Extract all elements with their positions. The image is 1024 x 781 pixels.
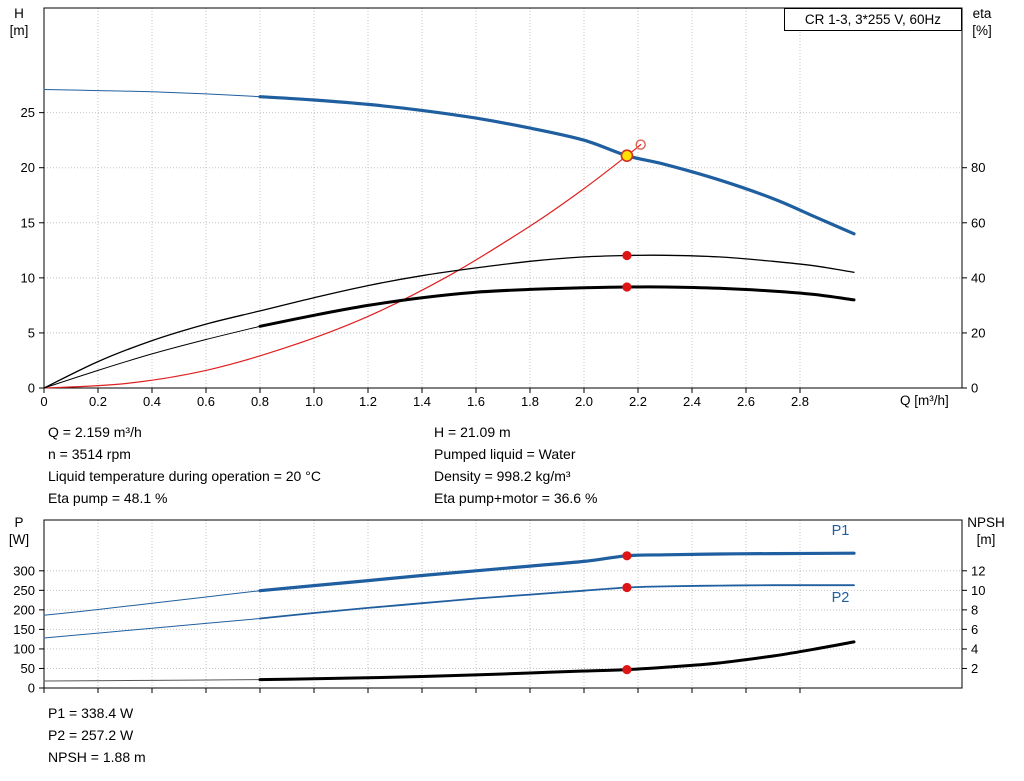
info-density: Density = 998.2 kg/m³ — [434, 468, 571, 484]
system-curve — [43, 144, 642, 389]
info-top-left-column: Q = 2.159 m³/h n = 3514 rpm Liquid tempe… — [48, 421, 321, 509]
y2-tick-label: 8 — [971, 602, 978, 617]
x-tick-label: 1.8 — [521, 394, 539, 409]
npsh-axis-letter: NPSH — [967, 515, 1005, 530]
hq-chart-svg[interactable]: 0 0.2 0.4 0.6 0.8 1.0 1.2 1.4 1.6 1.8 2.0 2.2 2.4 2.6… — [0, 0, 1024, 412]
npsh-curve — [258, 640, 856, 682]
power-npsh-chart-frame — [43, 519, 963, 689]
y-tick-label: 0 — [28, 381, 35, 396]
eta-axis-label: eta [%] — [962, 5, 1002, 39]
p2-curve-extension — [43, 618, 261, 639]
info-q: Q = 2.159 m³/h — [48, 424, 142, 440]
x-tick-label: 1.0 — [305, 394, 323, 409]
p1-curve-label: P1 — [832, 523, 850, 539]
info-bottom-column: P1 = 338.4 W P2 = 257.2 W NPSH = 1.88 m — [48, 702, 146, 768]
p2-curve — [259, 584, 855, 620]
x-tick-label: 2.2 — [629, 394, 647, 409]
info-p2: P2 = 257.2 W — [48, 727, 134, 743]
x-tick-label: 1.2 — [359, 394, 377, 409]
y2-tick-label: 40 — [971, 270, 985, 285]
y2-tick-label: 80 — [971, 160, 985, 175]
eta-pump-motor-extension — [43, 325, 261, 389]
info-eta-pump-motor: Eta pump+motor = 36.6 % — [434, 490, 598, 506]
p1-curve-extension — [43, 590, 261, 616]
y2-tick-label: 0 — [971, 381, 978, 396]
h-curve-extension — [43, 89, 261, 98]
x-tick-label: 0.2 — [89, 394, 107, 409]
x-tick-label: 0.4 — [143, 394, 161, 409]
y-tick-label: 25 — [21, 105, 35, 120]
info-pumped-liquid: Pumped liquid = Water — [434, 446, 576, 462]
npsh-point-marker[interactable] — [622, 665, 632, 675]
y2-tick-label: 4 — [971, 641, 978, 656]
y-tick-label: 50 — [21, 661, 35, 676]
h-axis-letter: H — [14, 6, 24, 21]
x-tick-label: 2.8 — [791, 394, 809, 409]
npsh-curve-extension — [43, 679, 261, 682]
p2-curve-label: P2 — [832, 590, 850, 606]
p1-point-marker[interactable] — [622, 551, 632, 561]
x-tick-label: 0.6 — [197, 394, 215, 409]
info-p1: P1 = 338.4 W — [48, 705, 134, 721]
power-chart-svg[interactable]: 0 50 100 150 200 250 300 2 4 6 8 10 12 P1 P2 — [0, 515, 1024, 705]
y2-tick-label: 6 — [971, 622, 978, 637]
eta-pump-motor-curve — [258, 285, 856, 328]
x-tick-label: 1.6 — [467, 394, 485, 409]
y-tick-label: 200 — [13, 602, 35, 617]
y-tick-label: 10 — [21, 270, 35, 285]
info-h: H = 21.09 m — [434, 424, 511, 440]
info-n: n = 3514 rpm — [48, 446, 131, 462]
y-tick-label: 5 — [28, 325, 35, 340]
x-tick-label: 1.4 — [413, 394, 431, 409]
h-axis-unit: [m] — [9, 23, 29, 38]
eta-pump-motor-point-marker[interactable] — [622, 282, 632, 292]
y2-tick-label: 20 — [971, 325, 985, 340]
y-tick-label: 0 — [28, 681, 35, 696]
system-curve-end-marker[interactable] — [635, 139, 646, 150]
eta-pump-curve — [43, 254, 855, 389]
y2-tick-label: 12 — [971, 563, 985, 578]
q-axis-unit-label: Q [m³/h] — [900, 393, 949, 408]
npsh-axis-label: NPSH [m] — [956, 514, 1016, 548]
h-axis-label: H [m] — [4, 5, 34, 39]
p-axis-unit: [W] — [8, 532, 30, 547]
y2-tick-label: 10 — [971, 583, 985, 598]
x-tick-label: 2.0 — [575, 394, 593, 409]
info-top-right-column: H = 21.09 m Pumped liquid = Water Densit… — [434, 421, 597, 509]
info-npsh: NPSH = 1.88 m — [48, 749, 146, 765]
npsh-axis-unit: [m] — [976, 532, 996, 547]
y-tick-label: 100 — [13, 641, 35, 656]
y2-tick-label: 60 — [971, 215, 985, 230]
eta-axis-unit: [%] — [972, 23, 992, 38]
y-tick-label: 15 — [21, 215, 35, 230]
p-axis-label: P [W] — [4, 514, 34, 548]
eta-pump-point-marker[interactable] — [622, 250, 632, 261]
y-tick-label: 300 — [13, 563, 35, 578]
y-tick-label: 250 — [13, 583, 35, 598]
eta-axis-letter: eta — [972, 6, 992, 21]
y2-tick-label: 2 — [971, 661, 978, 676]
duty-point-marker[interactable] — [620, 149, 634, 163]
x-tick-label: 0 — [40, 394, 47, 409]
info-eta-pump: Eta pump = 48.1 % — [48, 490, 168, 506]
p1-curve — [258, 551, 856, 593]
p-axis-letter: P — [14, 515, 24, 530]
y-tick-label: 20 — [21, 160, 35, 175]
info-liquid-temp: Liquid temperature during operation = 20… — [48, 468, 321, 484]
x-tick-label: 0.8 — [251, 394, 269, 409]
x-tick-label: 2.4 — [683, 394, 701, 409]
y-tick-label: 150 — [13, 622, 35, 637]
h-curve — [258, 95, 856, 236]
hq-chart-frame — [43, 7, 963, 389]
x-tick-label: 2.6 — [737, 394, 755, 409]
pump-title-box: CR 1-3, 3*255 V, 60Hz — [783, 8, 962, 31]
p2-point-marker[interactable] — [622, 582, 632, 593]
